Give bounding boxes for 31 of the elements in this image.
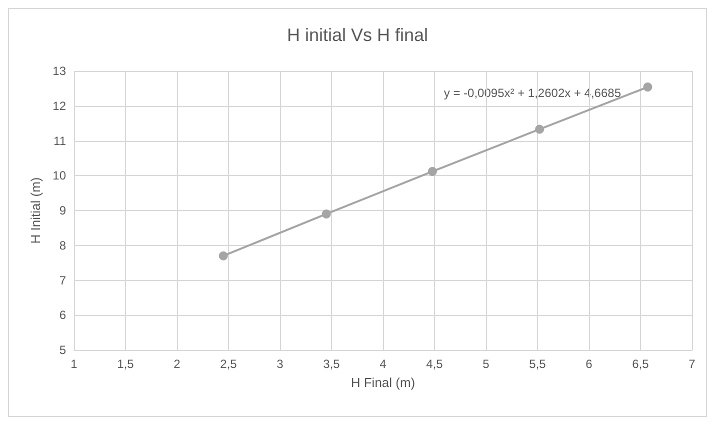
x-tick-label: 2,5 [220,357,238,371]
x-tick-label: 4,5 [426,357,444,371]
chart-title: H initial Vs H final [286,25,428,45]
x-tick-label: 3,5 [323,357,340,371]
x-tick-label: 1,5 [117,357,134,371]
x-tick-label: 7 [688,357,696,371]
y-tick-label: 10 [52,168,66,183]
point [643,82,652,92]
y-axis-title: H Initial (m) [28,177,43,244]
annotation: y = -0,0095x² + 1,2602x + 4,6685 [444,86,622,100]
point [535,124,544,134]
x-tick-label: 6 [586,357,593,371]
x-tick-label: 3 [276,357,284,371]
y-tick-label: 12 [52,98,66,113]
y-tick-label: 8 [59,238,66,252]
x-tick-label: 6,5 [632,357,650,371]
y-tick-label: 5 [59,343,66,357]
x-tick-label: 5,5 [529,357,546,371]
x-tick-label: 2 [174,357,181,371]
y-tick-label: 7 [59,273,66,288]
point [218,251,228,260]
y-tick-label: 9 [59,204,66,218]
x-tick-label: 5 [482,357,490,371]
point [322,209,331,218]
x-axis-title: H Final (m) [350,375,416,390]
x-tick-label: 4 [380,357,387,371]
x-tick-label: 1 [70,357,78,371]
y-tick-label: 6 [59,308,66,322]
y-tick-label: 11 [54,134,66,148]
point [428,166,437,176]
y-tick-label: 13 [52,64,66,78]
